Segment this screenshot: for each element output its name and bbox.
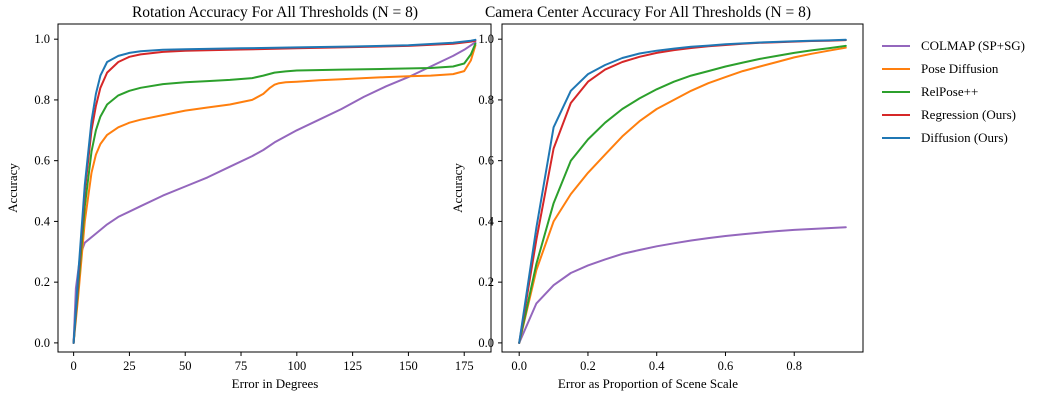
y-axis-label: Accuracy bbox=[5, 163, 20, 213]
x-tick-label: 125 bbox=[343, 359, 362, 373]
series-line-pose-diffusion bbox=[518, 46, 847, 344]
chart-title: Camera Center Accuracy For All Threshold… bbox=[485, 4, 811, 21]
series-line-diffusion-ours bbox=[72, 38, 477, 344]
plot-frame bbox=[57, 23, 492, 353]
chart-title: Rotation Accuracy For All Thresholds (N … bbox=[132, 4, 418, 21]
legend-label: Regression (Ours) bbox=[921, 107, 1016, 122]
legend: COLMAP (SP+SG) Pose Diffusion RelPose++ Reg… bbox=[882, 38, 1025, 145]
series-lines bbox=[72, 38, 477, 344]
x-tick-label: 150 bbox=[399, 359, 418, 373]
x-tick-label: 0.4 bbox=[649, 359, 665, 373]
plot-frame bbox=[501, 23, 864, 353]
y-tick-label: 0.4 bbox=[478, 214, 494, 228]
y-tick-label: 0.4 bbox=[34, 214, 50, 228]
y-tick-label: 1.0 bbox=[34, 32, 50, 46]
x-tick-label: 100 bbox=[287, 359, 306, 373]
series-line-colmap-sp-sg bbox=[72, 41, 477, 344]
x-tick-label: 75 bbox=[235, 359, 248, 373]
x-tick-label: 0.2 bbox=[580, 359, 596, 373]
series-line-diffusion-ours bbox=[518, 38, 847, 344]
y-tick-label: 0.6 bbox=[478, 154, 494, 168]
y-tick-label: 0.8 bbox=[34, 93, 50, 107]
axis-ticks: 0.0 0.2 0.4 0.6 0.8 0.0 0.2 0.4 0.6 0.8 1.0 bbox=[478, 32, 802, 373]
series-line-pose-diffusion bbox=[72, 44, 477, 344]
x-tick-label: 0.6 bbox=[718, 359, 734, 373]
y-tick-label: 0.2 bbox=[34, 275, 50, 289]
series-lines bbox=[518, 38, 847, 344]
x-tick-label: 25 bbox=[123, 359, 136, 373]
series-line-regression-ours bbox=[72, 39, 477, 344]
x-tick-label: 0.0 bbox=[511, 359, 527, 373]
series-line-colmap-sp-sg bbox=[518, 226, 847, 344]
y-tick-label: 0.6 bbox=[34, 154, 50, 168]
legend-label: Diffusion (Ours) bbox=[921, 130, 1008, 145]
camera-center-accuracy-chart: Camera Center Accuracy For All Threshold… bbox=[450, 4, 864, 391]
series-line-relpose bbox=[72, 42, 477, 344]
x-axis-label: Error as Proportion of Scene Scale bbox=[558, 376, 738, 391]
legend-label: Pose Diffusion bbox=[921, 61, 999, 76]
x-tick-label: 0 bbox=[70, 359, 76, 373]
y-tick-label: 0.2 bbox=[478, 275, 494, 289]
legend-label: RelPose++ bbox=[921, 84, 978, 99]
y-axis-label: Accuracy bbox=[450, 163, 465, 213]
axis-ticks: 0 25 50 75 100 125 150 175 0.0 0.2 0.4 0.6 0.8 1.0 bbox=[34, 32, 473, 373]
x-tick-label: 0.8 bbox=[786, 359, 802, 373]
legend-label: COLMAP (SP+SG) bbox=[921, 38, 1025, 53]
rotation-accuracy-chart: Rotation Accuracy For All Thresholds (N … bbox=[5, 4, 492, 391]
series-line-regression-ours bbox=[518, 39, 847, 344]
x-tick-label: 50 bbox=[179, 359, 192, 373]
series-line-relpose bbox=[518, 44, 847, 344]
x-tick-label: 175 bbox=[455, 359, 474, 373]
y-tick-label: 0.8 bbox=[478, 93, 494, 107]
x-axis-label: Error in Degrees bbox=[232, 376, 319, 391]
y-tick-label: 1.0 bbox=[478, 32, 494, 46]
y-tick-label: 0.0 bbox=[478, 336, 494, 350]
y-tick-label: 0.0 bbox=[34, 336, 50, 350]
